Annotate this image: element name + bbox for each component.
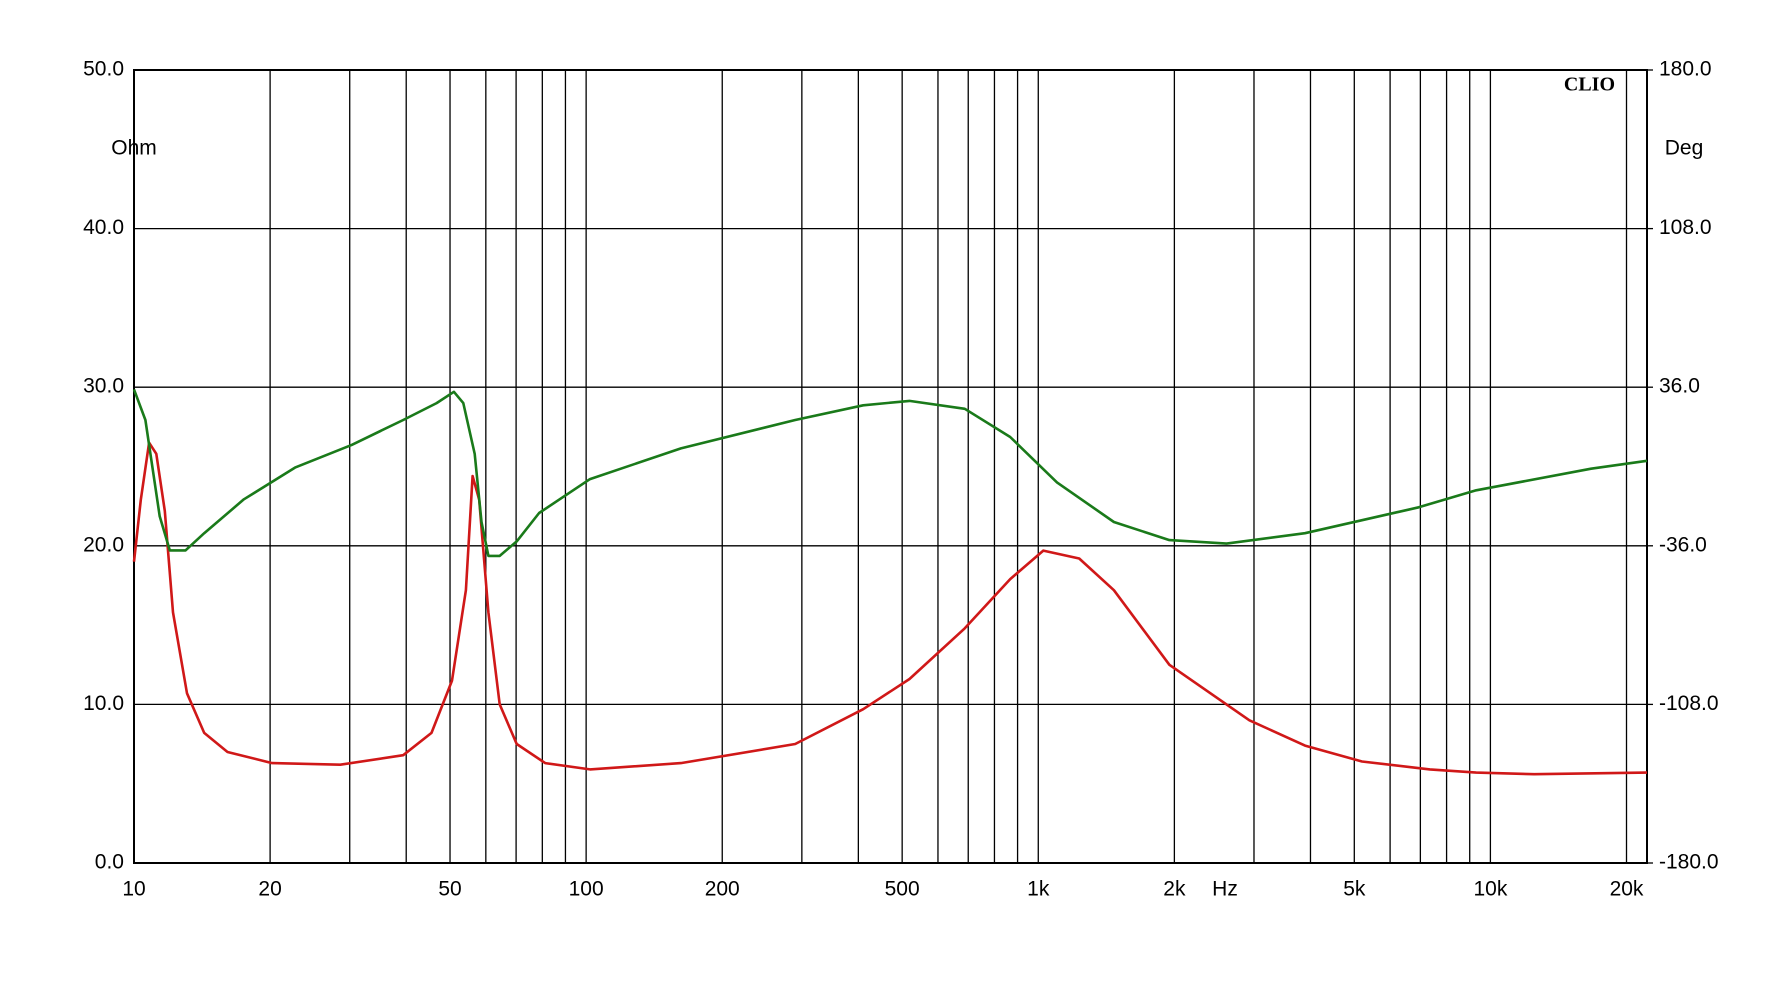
y2-axis-label: Deg xyxy=(1665,137,1704,160)
brand-label: CLIO xyxy=(1564,74,1615,96)
y2-tick-label: 36.0 xyxy=(1659,375,1700,398)
x-tick-label: 20k xyxy=(1610,878,1644,901)
x-tick-label: 5k xyxy=(1343,878,1366,901)
y2-tick-label: -180.0 xyxy=(1659,851,1719,874)
y-tick-label: 50.0 xyxy=(83,58,124,81)
y2-tick-label: -108.0 xyxy=(1659,692,1719,715)
y2-tick-label: 180.0 xyxy=(1659,58,1712,81)
x-tick-label: 10k xyxy=(1473,878,1507,901)
series-line xyxy=(132,388,1648,558)
x-tick-label: 50 xyxy=(438,878,461,901)
y-tick-label: 40.0 xyxy=(83,216,124,239)
x-tick-label: 500 xyxy=(885,878,920,901)
y2-tick-label: -36.0 xyxy=(1659,533,1707,556)
x-axis-label: Hz xyxy=(1212,878,1238,901)
x-tick-label: 20 xyxy=(258,878,281,901)
y-tick-label: 20.0 xyxy=(83,533,124,556)
y-tick-label: 30.0 xyxy=(83,375,124,398)
series-line xyxy=(132,441,1648,776)
x-tick-label: 2k xyxy=(1163,878,1186,901)
x-tick-label: 10 xyxy=(122,878,145,901)
x-tick-label: 100 xyxy=(569,878,604,901)
y-tick-label: 0.0 xyxy=(95,851,124,874)
plot-frame xyxy=(133,69,1648,864)
x-tick-label: 1k xyxy=(1027,878,1050,901)
y2-tick-label: 108.0 xyxy=(1659,216,1712,239)
x-tick-label: 200 xyxy=(705,878,740,901)
y-tick-label: 10.0 xyxy=(83,692,124,715)
